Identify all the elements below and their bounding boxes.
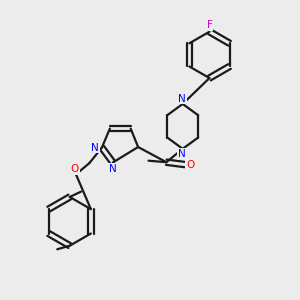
Text: O: O (71, 164, 79, 174)
Text: N: N (109, 164, 117, 174)
Text: N: N (92, 142, 99, 153)
Text: N: N (178, 94, 186, 103)
Text: O: O (186, 160, 194, 170)
Text: N: N (178, 149, 186, 159)
Text: F: F (206, 20, 212, 30)
